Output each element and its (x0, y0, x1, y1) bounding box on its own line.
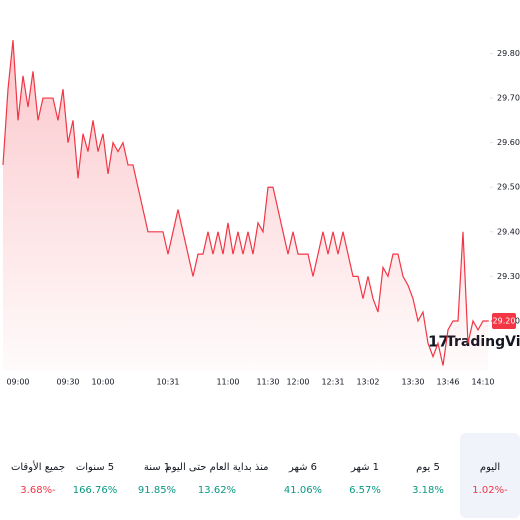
x-tick-label: 12:00 (286, 378, 309, 387)
period-change: 3.18% (412, 485, 444, 496)
period-tab[interactable]: منذ بداية العام حتى اليوم 13.62% (166, 462, 269, 496)
last-price-badge (492, 312, 516, 329)
period-label: 6 شهر (288, 462, 317, 473)
x-tick-label: 10:31 (156, 378, 179, 387)
period-tab[interactable]: اليوم -1.02% (460, 433, 520, 518)
x-tick-label: 10:00 (91, 378, 114, 387)
period-change: 6.57% (349, 485, 381, 496)
y-tick-label: 29.80 (497, 49, 520, 58)
x-tick-label: 09:30 (56, 378, 79, 387)
period-tab[interactable]: 1 سنة 91.85% (138, 462, 176, 496)
x-tick-label: 12:31 (321, 378, 344, 387)
period-label: اليوم (480, 462, 500, 473)
last-price-label: 29.20 (493, 316, 516, 325)
y-tick-label: 29.60 (497, 138, 520, 147)
period-tab[interactable]: 5 يوم 3.18% (412, 462, 444, 496)
period-tab[interactable]: 1 شهر 6.57% (349, 462, 381, 496)
period-change: -3.68% (20, 485, 56, 496)
y-tick-label: 29.30 (497, 272, 520, 281)
price-line (2, 40, 488, 366)
x-tick-label: 09:00 (6, 378, 29, 387)
period-label: 5 سنوات (76, 462, 114, 473)
period-tab[interactable]: 6 شهر 41.06% (284, 462, 322, 496)
area-fill (3, 40, 488, 370)
period-label: 5 يوم (416, 462, 440, 473)
logo-icon: 𝟭𝟳 (428, 333, 449, 351)
period-change: -1.02% (472, 485, 508, 496)
period-tab[interactable]: 5 سنوات 166.76% (73, 462, 118, 496)
x-tick-label: 13:46 (436, 378, 459, 387)
x-tick-label: 13:02 (356, 378, 379, 387)
period-label: جميع الأوقات (11, 460, 65, 473)
period-label: 1 شهر (350, 462, 379, 473)
period-change: 41.06% (284, 485, 322, 496)
period-label: 1 سنة (144, 462, 170, 473)
y-tick-label: 29.70 (497, 94, 520, 103)
y-tick-label: 29.40 (497, 227, 520, 236)
x-tick-label: 11:30 (256, 378, 279, 387)
period-label: منذ بداية العام حتى اليوم (166, 462, 269, 473)
x-tick-label: 13:30 (401, 378, 424, 387)
y-tick-label: 29.50 (497, 183, 520, 192)
x-tick-label: 11:00 (216, 378, 239, 387)
period-change: 13.62% (198, 485, 236, 496)
tab-highlight (460, 433, 520, 518)
x-tick-label: 14:10 (471, 378, 494, 387)
period-tab[interactable]: جميع الأوقات -3.68% (11, 460, 65, 496)
period-change: 166.76% (73, 485, 118, 496)
period-change: 91.85% (138, 485, 176, 496)
